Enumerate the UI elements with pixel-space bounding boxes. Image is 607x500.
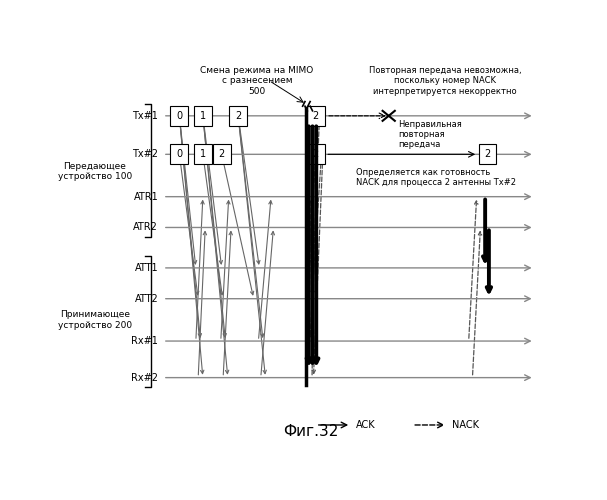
- Text: Rx#2: Rx#2: [131, 372, 158, 382]
- Text: 0: 0: [176, 111, 183, 121]
- Text: ATR2: ATR2: [134, 222, 158, 232]
- Text: Передающее
устройство 100: Передающее устройство 100: [58, 162, 132, 182]
- Text: 2: 2: [313, 150, 319, 160]
- Text: 1: 1: [200, 150, 206, 160]
- Text: 2: 2: [484, 150, 490, 160]
- FancyBboxPatch shape: [229, 106, 247, 126]
- FancyBboxPatch shape: [478, 144, 497, 165]
- Text: ATT1: ATT1: [135, 263, 158, 273]
- FancyBboxPatch shape: [171, 106, 188, 126]
- Text: 2: 2: [235, 111, 242, 121]
- Text: Tx#1: Tx#1: [132, 111, 158, 121]
- Text: ATR1: ATR1: [134, 192, 158, 202]
- Text: ATT2: ATT2: [134, 294, 158, 304]
- FancyBboxPatch shape: [307, 144, 325, 165]
- Text: NACK: NACK: [452, 420, 479, 430]
- Text: Неправильная
повторная
передача: Неправильная повторная передача: [398, 120, 462, 150]
- Text: Определяется как готовность
NACK для процесса 2 антенны Tx#2: Определяется как готовность NACK для про…: [356, 168, 516, 187]
- Text: Фиг.32: Фиг.32: [283, 424, 339, 439]
- FancyBboxPatch shape: [213, 144, 231, 165]
- Text: ACK: ACK: [356, 420, 375, 430]
- Text: Смена режима на MIMO
с разнесением
500: Смена режима на MIMO с разнесением 500: [200, 66, 314, 96]
- Text: Повторная передача невозможна,
поскольку номер NACK
интерпретируется некорректно: Повторная передача невозможна, поскольку…: [369, 66, 521, 96]
- Text: 2: 2: [313, 111, 319, 121]
- Text: 0: 0: [176, 150, 183, 160]
- FancyBboxPatch shape: [194, 106, 212, 126]
- Text: Tx#2: Tx#2: [132, 150, 158, 160]
- FancyBboxPatch shape: [307, 106, 325, 126]
- FancyBboxPatch shape: [194, 144, 212, 165]
- Text: Rx#1: Rx#1: [131, 336, 158, 346]
- FancyBboxPatch shape: [171, 144, 188, 165]
- Text: 2: 2: [219, 150, 225, 160]
- Text: 1: 1: [200, 111, 206, 121]
- Text: Принимающее
устройство 200: Принимающее устройство 200: [58, 310, 132, 330]
